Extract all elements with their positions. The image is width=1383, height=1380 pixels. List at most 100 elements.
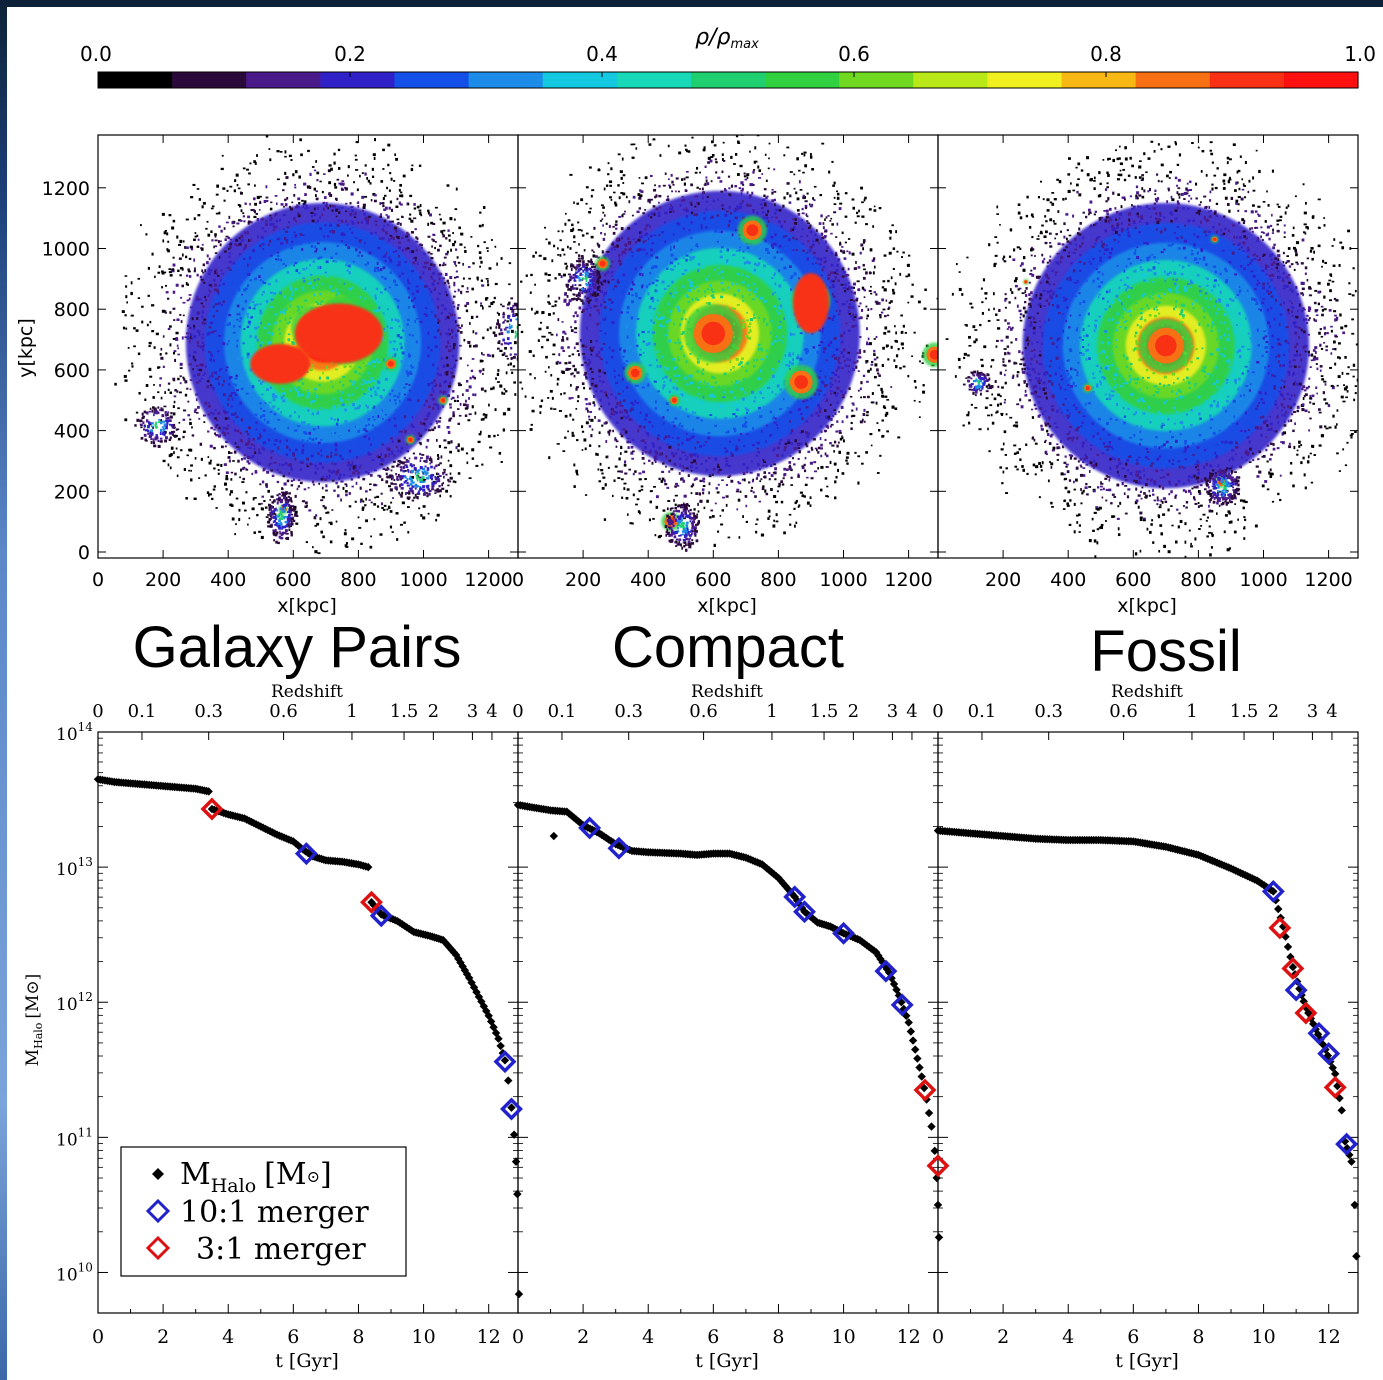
density-particle: [382, 168, 385, 170]
density-particle: [311, 166, 315, 168]
density-particle: [216, 184, 220, 188]
density-particle: [310, 400, 313, 404]
density-particle: [327, 206, 329, 210]
density-particle: [275, 266, 278, 268]
density-particle: [281, 266, 284, 269]
density-particle: [416, 469, 420, 473]
density-particle: [363, 265, 366, 269]
density-particle: [434, 475, 437, 479]
density-particle: [408, 477, 412, 481]
density-particle: [286, 492, 288, 495]
density-particle: [660, 480, 664, 483]
density-particle: [395, 512, 399, 515]
density-particle: [471, 358, 475, 360]
density-particle: [230, 471, 234, 474]
density-particle: [227, 266, 231, 269]
density-particle: [159, 408, 162, 411]
density-particle: [494, 334, 498, 337]
density-particle: [353, 237, 356, 240]
density-particle: [830, 417, 833, 421]
density-particle: [252, 497, 255, 501]
density-particle: [290, 520, 293, 523]
density-particle: [610, 167, 613, 171]
density-particle: [357, 254, 360, 257]
density-particle: [290, 159, 293, 162]
density-particle: [161, 432, 165, 436]
density-particle: [214, 239, 218, 242]
density-particle: [457, 288, 460, 292]
density-particle: [422, 492, 427, 496]
density-particle: [328, 169, 331, 173]
density-particle: [283, 309, 286, 313]
density-particle: [326, 376, 329, 380]
density-particle: [805, 444, 809, 448]
density-particle: [803, 151, 807, 154]
density-particle: [527, 334, 530, 336]
density-particle: [261, 507, 264, 511]
density-particle: [479, 430, 482, 434]
density-particle: [144, 398, 147, 401]
density-particle: [385, 214, 388, 216]
density-particle: [459, 243, 463, 246]
density-particle: [507, 303, 510, 306]
density-particle: [229, 452, 233, 454]
density-particle: [481, 284, 485, 287]
density-particle: [400, 466, 403, 469]
density-particle: [179, 313, 182, 316]
density-particle: [326, 275, 329, 278]
density-particle: [270, 217, 273, 220]
density-particle: [571, 353, 575, 356]
density-particle: [347, 246, 351, 250]
density-particle: [241, 293, 243, 296]
density-particle: [412, 481, 415, 484]
density-particle: [526, 350, 529, 353]
density-particle: [374, 294, 377, 297]
density-particle: [325, 365, 328, 370]
density-particle: [801, 207, 804, 211]
density-particle: [265, 223, 269, 226]
density-particle: [227, 451, 231, 455]
density-particle: [242, 167, 246, 170]
density-particle: [268, 508, 271, 511]
density-particle: [280, 498, 284, 502]
density-particle: [457, 444, 460, 447]
density-particle: [410, 269, 415, 273]
density-particle: [512, 304, 515, 308]
density-particle: [276, 509, 279, 512]
density-particle: [236, 318, 239, 321]
density-particle: [213, 428, 216, 431]
density-particle: [508, 323, 511, 326]
density-particle: [336, 494, 340, 498]
density-particle: [240, 418, 244, 422]
density-particle: [439, 416, 442, 420]
density-particle: [404, 461, 408, 464]
density-particle: [533, 329, 536, 332]
density-particle: [258, 448, 260, 451]
density-particle: [347, 265, 351, 268]
density-particle: [412, 349, 416, 353]
density-particle: [453, 218, 456, 221]
density-particle: [410, 364, 413, 367]
density-particle: [229, 269, 232, 271]
density-particle: [197, 373, 201, 377]
density-particle: [422, 422, 426, 425]
density-particle: [393, 417, 396, 420]
density-particle: [323, 235, 326, 238]
density-particle: [315, 194, 317, 197]
density-particle: [206, 491, 210, 495]
density-particle: [871, 392, 874, 395]
density-particle: [218, 240, 222, 243]
density-particle: [290, 479, 293, 483]
density-particle: [282, 492, 285, 495]
density-particle: [341, 391, 344, 394]
density-particle: [155, 332, 159, 336]
density-particle: [246, 263, 249, 267]
density-particle: [236, 313, 239, 316]
density-particle: [193, 269, 196, 273]
density-particle: [235, 173, 239, 177]
density-particle: [365, 490, 368, 493]
density-particle: [245, 430, 248, 433]
density-particle: [447, 394, 451, 397]
density-map-content: [114, 135, 1358, 558]
